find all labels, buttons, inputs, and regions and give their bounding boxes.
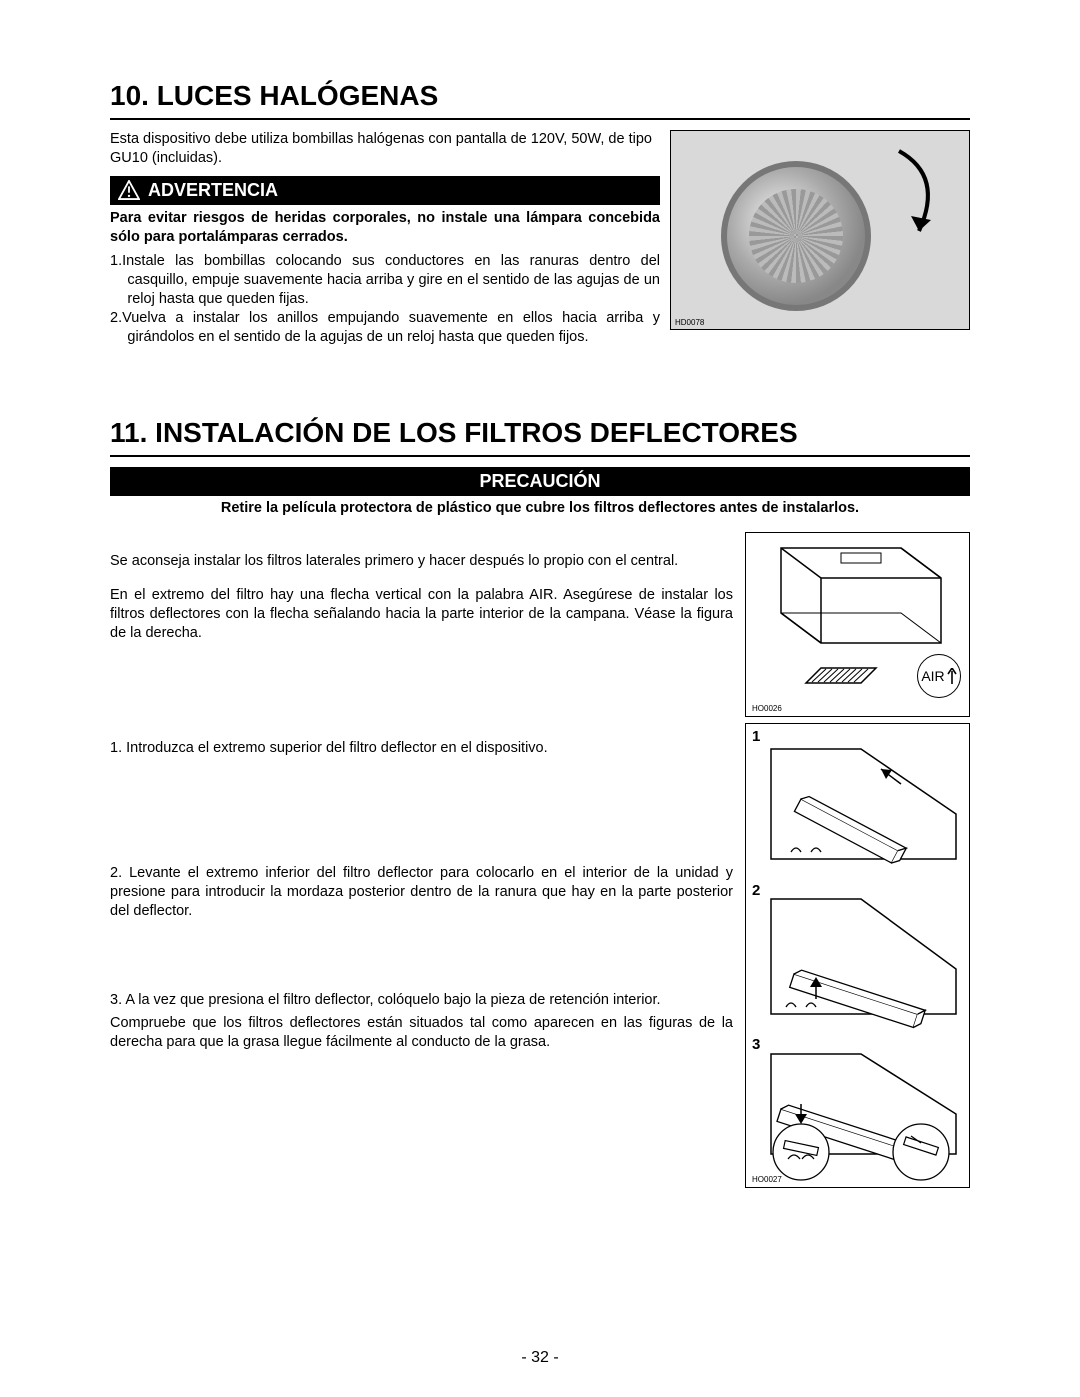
page-number: - 32 -: [0, 1349, 1080, 1367]
air-label: AIR: [921, 668, 944, 684]
halogen-photo: HD0078: [670, 130, 970, 330]
step-2: 2.Vuelva a instalar los anillos empujand…: [127, 309, 660, 347]
sec11-closing: Compruebe que los filtros deflectores es…: [110, 1014, 733, 1052]
air-up-arrow-icon: [947, 668, 957, 684]
section-10-body: Esta dispositivo debe utiliza bombillas …: [110, 130, 970, 347]
warning-banner: ADVERTENCIA: [110, 176, 660, 205]
sec11-step1: 1. Introduzca el extremo superior del fi…: [110, 739, 733, 758]
warning-text: Para evitar riesgos de heridas corporale…: [110, 205, 660, 253]
air-circle: AIR: [917, 654, 961, 698]
photo-code: HD0078: [675, 318, 704, 327]
figure-hood-air: AIR HO0026: [745, 532, 970, 717]
section-10: 10. LUCES HALÓGENAS Esta dispositivo deb…: [110, 80, 970, 347]
section-11-figures: AIR HO0026 1: [745, 532, 970, 1188]
section-10-intro: Esta dispositivo debe utiliza bombillas …: [110, 130, 660, 168]
section-10-steps: 1.Instale las bombillas colocando sus co…: [110, 252, 660, 346]
install-step-2-icon: [746, 879, 971, 1034]
sec11-step2: 2. Levante el extremo inferior del filtr…: [110, 864, 733, 921]
rotate-arrow-icon: [889, 146, 949, 236]
caution-text: Retire la película protectora de plástic…: [110, 496, 970, 532]
sec11-p2: En el extremo del filtro hay una flecha …: [110, 586, 733, 643]
lamp-graphic: [721, 161, 871, 311]
install-step-1-icon: [746, 724, 971, 879]
sec11-p1: Se aconseja instalar los filtros lateral…: [110, 552, 733, 571]
install-step-3-icon: [746, 1034, 971, 1189]
section-11: 11. INSTALACIÓN DE LOS FILTROS DEFLECTOR…: [110, 417, 970, 1188]
section-10-title: 10. LUCES HALÓGENAS: [110, 80, 970, 120]
section-11-body: Se aconseja instalar los filtros lateral…: [110, 532, 970, 1188]
warning-triangle-icon: [118, 180, 140, 200]
sec11-step3: 3. A la vez que presiona el filtro defle…: [110, 991, 733, 1010]
figure-install-steps: 1 2: [745, 723, 970, 1188]
fig2-code: HO0027: [752, 1175, 782, 1184]
caution-banner: PRECAUCIÓN: [110, 467, 970, 496]
section-11-title: 11. INSTALACIÓN DE LOS FILTROS DEFLECTOR…: [110, 417, 970, 457]
step-1: 1.Instale las bombillas colocando sus co…: [127, 252, 660, 309]
fig1-code: HO0026: [752, 704, 782, 713]
warning-label: ADVERTENCIA: [148, 180, 278, 201]
section-11-text-col: Se aconseja instalar los filtros lateral…: [110, 532, 733, 1188]
section-10-text-col: Esta dispositivo debe utiliza bombillas …: [110, 130, 660, 347]
